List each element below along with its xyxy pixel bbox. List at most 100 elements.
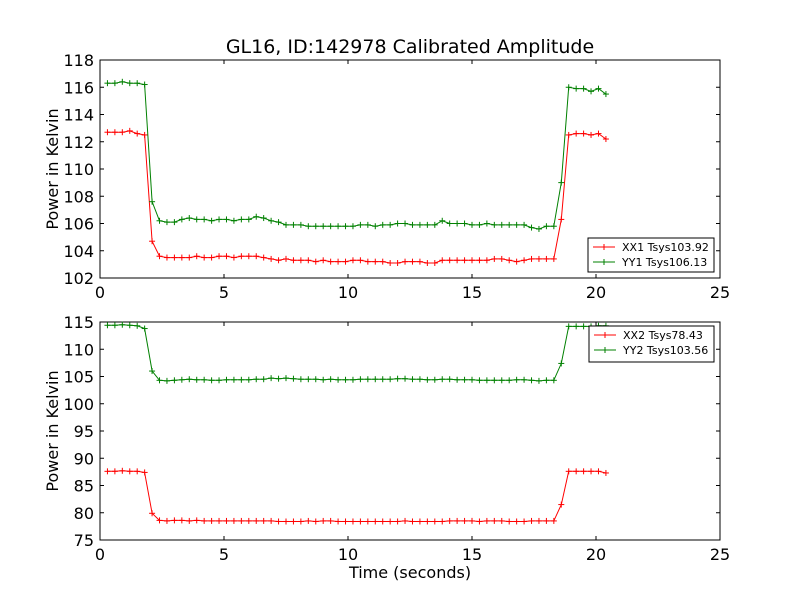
data-point bbox=[424, 376, 431, 383]
data-point bbox=[126, 80, 133, 87]
data-point bbox=[357, 376, 364, 383]
legend-label: YY2 Tsys103.56 bbox=[622, 344, 708, 357]
data-point bbox=[498, 377, 505, 384]
data-point bbox=[230, 517, 237, 524]
data-point bbox=[558, 360, 565, 367]
legend-label: XX2 Tsys78.43 bbox=[623, 329, 703, 342]
data-point bbox=[573, 468, 580, 475]
data-point bbox=[275, 518, 282, 525]
data-point bbox=[305, 223, 312, 230]
data-point bbox=[245, 376, 252, 383]
data-point bbox=[379, 221, 386, 228]
data-point bbox=[305, 517, 312, 524]
data-point bbox=[208, 377, 215, 384]
data-point bbox=[573, 85, 580, 92]
y-tick-label: 106 bbox=[63, 215, 94, 234]
data-point bbox=[446, 220, 453, 227]
data-point bbox=[394, 375, 401, 382]
y-tick-label: 118 bbox=[63, 51, 94, 70]
data-point bbox=[260, 215, 267, 222]
data-point bbox=[431, 518, 438, 525]
series-line bbox=[107, 130, 607, 264]
data-point bbox=[476, 377, 483, 384]
y-tick-label: 95 bbox=[74, 422, 94, 441]
data-point bbox=[342, 518, 349, 525]
data-point bbox=[342, 376, 349, 383]
x-tick-label: 15 bbox=[462, 545, 482, 564]
data-point bbox=[528, 255, 535, 262]
data-point bbox=[260, 517, 267, 524]
data-point bbox=[558, 216, 565, 223]
data-point bbox=[201, 517, 208, 524]
data-point bbox=[297, 518, 304, 525]
data-point bbox=[178, 254, 185, 261]
data-point bbox=[163, 517, 170, 524]
data-point bbox=[402, 258, 409, 265]
data-point bbox=[260, 254, 267, 261]
data-point bbox=[372, 518, 379, 525]
series-line bbox=[107, 470, 607, 523]
data-point bbox=[513, 376, 520, 383]
data-point bbox=[141, 131, 148, 138]
data-point bbox=[111, 129, 118, 136]
y-axis-label: Power in Kelvin bbox=[43, 370, 62, 491]
data-point bbox=[431, 221, 438, 228]
data-point bbox=[402, 375, 409, 382]
data-point bbox=[201, 254, 208, 261]
data-point bbox=[111, 322, 118, 329]
data-point bbox=[178, 216, 185, 223]
data-point bbox=[521, 221, 528, 228]
data-point bbox=[305, 376, 312, 383]
data-point bbox=[320, 223, 327, 230]
data-point bbox=[126, 127, 133, 134]
x-tick-label: 5 bbox=[219, 545, 229, 564]
x-tick-label: 15 bbox=[462, 283, 482, 302]
data-point bbox=[119, 321, 126, 328]
data-point bbox=[141, 325, 148, 332]
data-point bbox=[461, 220, 468, 227]
data-point bbox=[528, 517, 535, 524]
data-point bbox=[186, 517, 193, 524]
data-point bbox=[431, 376, 438, 383]
legend-label: YY1 Tsys106.13 bbox=[621, 256, 707, 269]
data-point bbox=[297, 376, 304, 383]
data-point bbox=[186, 376, 193, 383]
data-point bbox=[506, 377, 513, 384]
data-point bbox=[141, 81, 148, 88]
data-point bbox=[483, 220, 490, 227]
data-point bbox=[535, 225, 542, 232]
data-point bbox=[372, 223, 379, 230]
data-point bbox=[223, 253, 230, 260]
data-point bbox=[364, 518, 371, 525]
data-point bbox=[498, 517, 505, 524]
data-point bbox=[409, 258, 416, 265]
data-point bbox=[446, 517, 453, 524]
data-point bbox=[424, 221, 431, 228]
data-point bbox=[439, 376, 446, 383]
series-line bbox=[107, 324, 606, 382]
data-point bbox=[565, 84, 572, 91]
data-point bbox=[543, 223, 550, 230]
data-point bbox=[439, 257, 446, 264]
data-point bbox=[424, 260, 431, 267]
data-point bbox=[506, 518, 513, 525]
data-point bbox=[535, 517, 542, 524]
y-tick-label: 110 bbox=[63, 340, 94, 359]
y-axis-label: Power in Kelvin bbox=[43, 108, 62, 229]
data-point bbox=[253, 376, 260, 383]
data-point bbox=[178, 376, 185, 383]
data-point bbox=[327, 517, 334, 524]
data-point bbox=[550, 223, 557, 230]
data-point bbox=[513, 258, 520, 265]
y-tick-label: 85 bbox=[74, 477, 94, 496]
data-point bbox=[543, 517, 550, 524]
data-point bbox=[230, 217, 237, 224]
data-point bbox=[394, 518, 401, 525]
data-point bbox=[327, 223, 334, 230]
data-point bbox=[186, 215, 193, 222]
data-point bbox=[595, 130, 602, 137]
y-tick-label: 105 bbox=[63, 368, 94, 387]
data-point bbox=[253, 253, 260, 260]
data-point bbox=[216, 517, 223, 524]
data-point bbox=[483, 377, 490, 384]
